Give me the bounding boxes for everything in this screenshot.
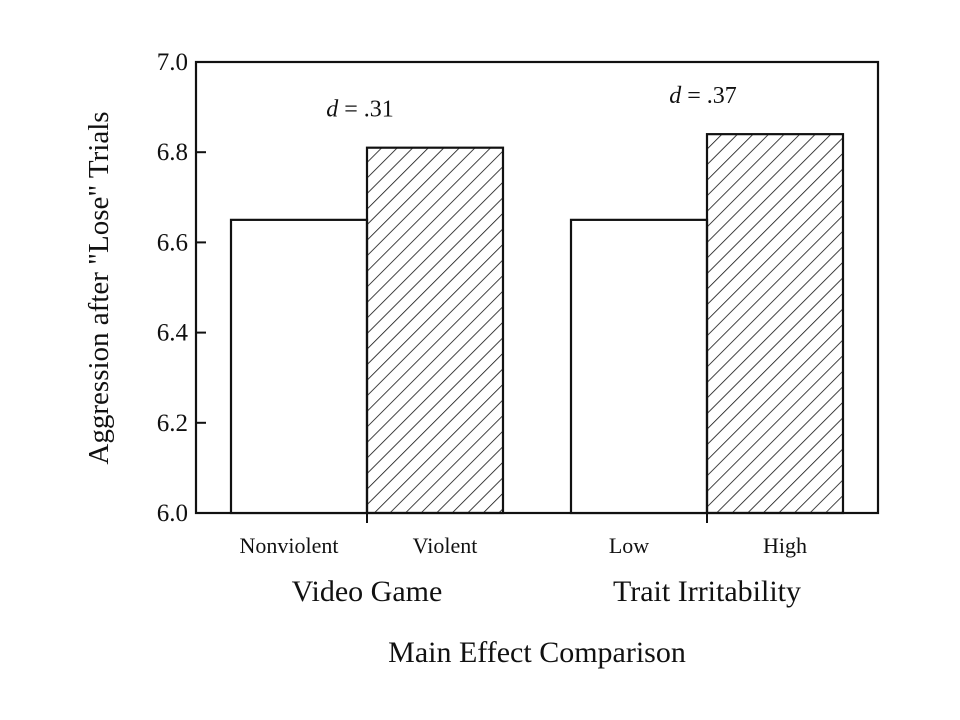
y-axis: 6.0 6.2 6.4 6.6 6.8 7.0 <box>157 49 206 527</box>
y-tick-label: 6.4 <box>157 320 189 347</box>
y-tick-label: 7.0 <box>157 49 188 76</box>
y-tick-label: 6.2 <box>157 410 188 437</box>
category-label: Violent <box>413 533 478 558</box>
category-label: Nonviolent <box>240 533 339 558</box>
category-label: High <box>763 533 807 558</box>
y-tick-label: 6.6 <box>157 229 188 256</box>
x-axis-title: Main Effect Comparison <box>388 636 686 669</box>
group-label: Trait Irritability <box>613 575 801 608</box>
bar-low <box>569 218 709 515</box>
bar-nonviolent <box>229 218 369 515</box>
bars-layer <box>229 133 845 515</box>
category-label: Low <box>609 533 649 558</box>
effect-size-label: d = .31 <box>326 97 394 123</box>
bar-violent <box>365 146 505 515</box>
x-axis: Nonviolent Violent Video Game Low High Trait … <box>240 505 807 608</box>
y-tick-label: 6.0 <box>157 500 188 527</box>
effect-size-annotations: d = .31 d = .37 <box>326 83 737 123</box>
y-tick-label: 6.8 <box>157 139 188 166</box>
bar-high <box>705 133 845 515</box>
y-axis-title: Aggression after "Lose" Trials <box>83 111 115 464</box>
plot-frame <box>194 60 880 515</box>
group-label: Video Game <box>292 575 443 608</box>
effect-size-label: d = .37 <box>669 83 737 109</box>
